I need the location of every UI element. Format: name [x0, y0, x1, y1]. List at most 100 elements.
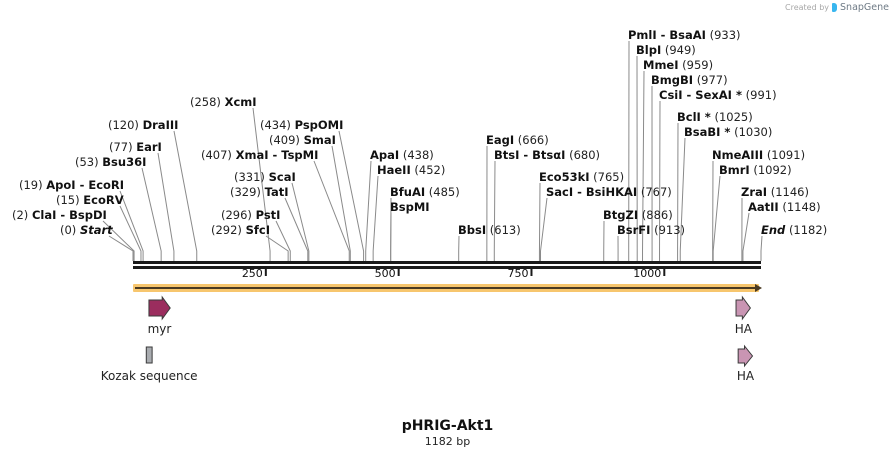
site-leader-line	[761, 236, 762, 261]
site-name: Start	[80, 223, 113, 237]
site-name: PspOMI	[295, 118, 344, 132]
site-name: HaeII	[377, 163, 411, 177]
site-name: ScaI	[269, 170, 296, 184]
site-label-bsabi[interactable]: BsaBI * (1030)	[684, 125, 772, 139]
site-position: (977)	[697, 73, 728, 87]
site-name: BsrFI	[617, 223, 650, 237]
orf-line	[135, 287, 755, 289]
site-label-scai[interactable]: (331) ScaI	[234, 170, 296, 184]
site-label-blpi[interactable]: BlpI (949)	[636, 43, 696, 57]
site-position: (613)	[490, 223, 521, 237]
site-position: (409)	[269, 133, 300, 147]
ruler-tick-label: 750	[507, 267, 528, 280]
site-label-start[interactable]: (0) Start	[60, 223, 113, 237]
map-title: pHRIG-Akt1	[0, 418, 895, 434]
site-label-bsrfi[interactable]: BsrFI (913)	[617, 223, 685, 237]
site-leader-line	[494, 161, 495, 261]
ruler-tick	[265, 269, 267, 276]
site-leader-line	[713, 176, 720, 261]
site-label-ecorv[interactable]: (15) EcoRV	[56, 193, 124, 207]
site-label-end[interactable]: End (1182)	[761, 223, 827, 237]
site-leader-line	[373, 176, 378, 261]
site-position: (407)	[201, 148, 232, 162]
site-label-psti[interactable]: (296) PstI	[221, 208, 280, 222]
site-label-bcli[interactable]: BclI * (1025)	[677, 110, 753, 124]
site-leader-line	[174, 131, 197, 261]
site-name: AatII	[748, 200, 779, 214]
site-label-smai[interactable]: (409) SmaI	[269, 133, 336, 147]
site-label-xmai[interactable]: (407) XmaI - TspMI	[201, 148, 318, 162]
site-name: SfcI	[246, 223, 270, 237]
site-label-pmli[interactable]: PmlI - BsaAI (933)	[628, 28, 741, 42]
site-label-btgzi[interactable]: BtgZI (886)	[603, 208, 673, 222]
site-name: BmgBI	[651, 73, 693, 87]
site-position: (19)	[19, 178, 43, 192]
site-position: (452)	[414, 163, 445, 177]
ruler-tick-label: 500	[375, 267, 396, 280]
feature-label-myr[interactable]: myr	[148, 322, 172, 336]
site-label-mmei[interactable]: MmeI (959)	[643, 58, 713, 72]
site-name: End	[761, 223, 785, 237]
site-label-sfci[interactable]: (292) SfcI	[211, 223, 270, 237]
site-name: DraIII	[143, 118, 179, 132]
site-position: (1146)	[771, 185, 809, 199]
site-name: XcmI	[225, 95, 257, 109]
site-name: CsiI - SexAI *	[659, 88, 742, 102]
site-label-clai[interactable]: (2) ClaI - BspDI	[12, 208, 107, 222]
site-position: (1030)	[734, 125, 772, 139]
site-leader-line	[339, 131, 364, 261]
feature-label-kozak-sequence[interactable]: Kozak sequence	[101, 369, 198, 383]
site-label-haeii[interactable]: HaeII (452)	[377, 163, 445, 177]
ruler-tick-label: 250	[242, 267, 263, 280]
site-label-bbsi[interactable]: BbsI (613)	[458, 223, 521, 237]
site-name: BtgZI	[603, 208, 638, 222]
site-name: Bsu36I	[102, 155, 146, 169]
site-label-eagi[interactable]: EagI (666)	[486, 133, 549, 147]
site-name: EarI	[136, 140, 162, 154]
feature-label-ha[interactable]: HA	[735, 322, 752, 336]
site-leader-line	[109, 236, 133, 261]
feature-kozak-sequence-box-icon	[146, 347, 152, 363]
site-label-tati[interactable]: (329) TatI	[230, 185, 289, 199]
site-name: PstI	[256, 208, 281, 222]
site-label-bmri[interactable]: BmrI (1092)	[719, 163, 792, 177]
site-label-draiii[interactable]: (120) DraIII	[108, 118, 178, 132]
site-label-xcmi[interactable]: (258) XcmI	[190, 95, 257, 109]
ruler-tick	[663, 269, 665, 276]
site-name: BlpI	[636, 43, 661, 57]
site-label-bspmi[interactable]: BspMI	[390, 200, 430, 214]
site-label-csii[interactable]: CsiI - SexAI * (991)	[659, 88, 777, 102]
site-position: (120)	[108, 118, 139, 132]
map-length: 1182 bp	[0, 435, 895, 448]
site-name: ApaI	[370, 148, 399, 162]
site-label-eari[interactable]: (77) EarI	[109, 140, 162, 154]
site-position: (438)	[403, 148, 434, 162]
site-position: (434)	[260, 118, 291, 132]
site-label-bmgbi[interactable]: BmgBI (977)	[651, 73, 728, 87]
site-position: (53)	[75, 155, 99, 169]
credit-prefix: Created by	[785, 3, 829, 12]
site-name: SmaI	[304, 133, 336, 147]
site-label-aatii[interactable]: AatII (1148)	[748, 200, 821, 214]
site-position: (913)	[654, 223, 685, 237]
site-label-pspomi[interactable]: (434) PspOMI	[260, 118, 343, 132]
site-label-eco53ki[interactable]: Eco53kI (765)	[539, 170, 624, 184]
snapgene-logo-icon	[832, 3, 837, 12]
site-position: (77)	[109, 140, 133, 154]
site-position: (933)	[710, 28, 741, 42]
site-label-zrai[interactable]: ZraI (1146)	[741, 185, 809, 199]
site-label-apai[interactable]: ApaI (438)	[370, 148, 434, 162]
site-position: (0)	[60, 223, 76, 237]
site-name: BclI *	[677, 110, 711, 124]
site-label-btsi[interactable]: BtsI - BtsαI (680)	[494, 148, 600, 162]
site-label-nmeaiii[interactable]: NmeAIII (1091)	[712, 148, 805, 162]
site-position: (329)	[230, 185, 261, 199]
feature-label-ha[interactable]: HA	[737, 369, 754, 383]
site-label-apoi[interactable]: (19) ApoI - EcoRI	[19, 178, 124, 192]
site-label-bsu36i[interactable]: (53) Bsu36I	[75, 155, 146, 169]
site-label-saci[interactable]: SacI - BsiHKAI (767)	[546, 185, 672, 199]
site-leader-line	[539, 183, 540, 261]
site-leader-line	[142, 168, 161, 261]
site-label-bfuai[interactable]: BfuAI (485)	[390, 185, 460, 199]
